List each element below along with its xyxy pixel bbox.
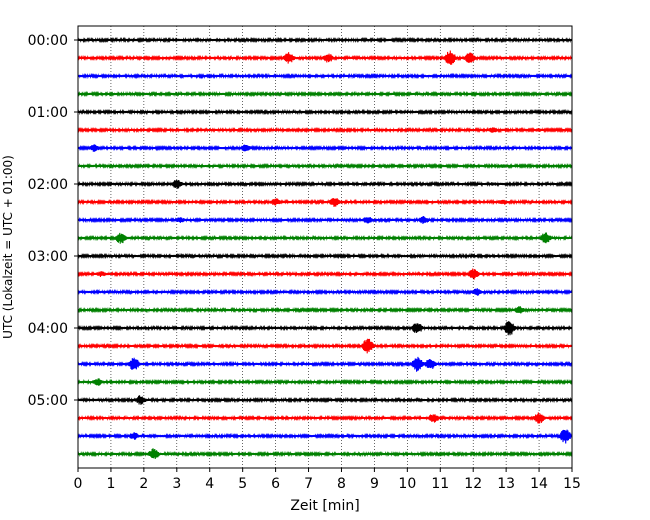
trace-0115 bbox=[77, 126, 573, 134]
x-tick-label: 14 bbox=[530, 476, 548, 492]
y-tick-label: 05:00 bbox=[28, 393, 68, 409]
x-tick-label: 3 bbox=[172, 476, 181, 492]
x-tick-label: 10 bbox=[398, 476, 416, 492]
trace-0045 bbox=[77, 90, 573, 98]
trace-0200 bbox=[77, 180, 573, 189]
x-axis-label: Zeit [min] bbox=[290, 498, 359, 514]
trace-0315 bbox=[77, 268, 573, 280]
x-tick-label: 2 bbox=[139, 476, 148, 492]
trace-0415 bbox=[77, 338, 573, 354]
y-tick-label: 01:00 bbox=[28, 105, 68, 121]
y-tick-label: 02:00 bbox=[28, 177, 68, 193]
traces-layer bbox=[77, 36, 573, 460]
trace-0430 bbox=[77, 356, 573, 372]
trace-0330 bbox=[77, 288, 573, 296]
x-tick-label: 5 bbox=[238, 476, 247, 492]
x-tick-label: 1 bbox=[106, 476, 115, 492]
y-tick-label: 00:00 bbox=[28, 33, 68, 49]
x-tick-label: 9 bbox=[370, 476, 379, 492]
x-tick-label: 13 bbox=[497, 476, 515, 492]
trace-0515 bbox=[77, 412, 573, 424]
trace-0500 bbox=[77, 395, 573, 405]
x-tick-label: 7 bbox=[304, 476, 313, 492]
trace-0015 bbox=[77, 50, 573, 65]
trace-0130 bbox=[77, 144, 573, 152]
x-tick-label: 4 bbox=[205, 476, 214, 492]
trace-0215 bbox=[77, 198, 573, 207]
trace-0230 bbox=[77, 216, 573, 224]
trace-0445 bbox=[77, 378, 573, 386]
trace-0400 bbox=[77, 321, 573, 336]
x-tick-label: 11 bbox=[431, 476, 449, 492]
trace-0300 bbox=[77, 252, 573, 260]
trace-0245 bbox=[77, 232, 573, 244]
x-tick-label: 6 bbox=[271, 476, 280, 492]
x-tick-label: 0 bbox=[74, 476, 83, 492]
y-axis-label: UTC (Lokalzeit = UTC + 01:00) bbox=[1, 155, 15, 339]
y-tick-label: 04:00 bbox=[28, 321, 68, 337]
x-ticks: 0 1 2 3 4 5 6 7 8 9 10 11 12 13 14 15 bbox=[74, 468, 581, 492]
trace-0345 bbox=[77, 306, 573, 314]
plot-frame bbox=[77, 25, 573, 469]
trace-0530 bbox=[77, 429, 573, 444]
trace-0545 bbox=[77, 448, 573, 460]
trace-0000 bbox=[77, 36, 573, 44]
trace-0145 bbox=[77, 162, 573, 170]
y-tick-label: 03:00 bbox=[28, 249, 68, 265]
trace-0100 bbox=[77, 108, 573, 116]
x-tick-label: 15 bbox=[563, 476, 581, 492]
trace-0030 bbox=[77, 72, 573, 80]
x-tick-label: 12 bbox=[464, 476, 482, 492]
x-tick-label: 8 bbox=[337, 476, 346, 492]
y-ticks: 00:00 01:00 02:00 03:00 04:00 05:00 bbox=[28, 33, 78, 409]
